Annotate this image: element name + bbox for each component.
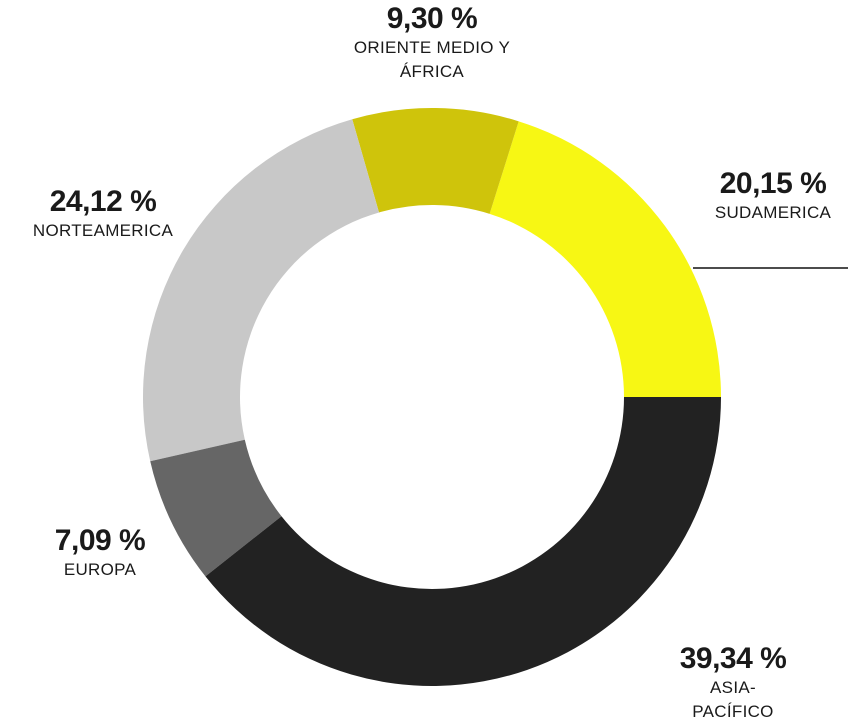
donut-segment [143,119,380,462]
value-label: 24,12 % [49,185,157,218]
category-label: EUROPA [63,560,137,579]
segment-label: 20,15 % SUDAMERICA [715,167,831,225]
category-label: SUDAMERICA [714,203,832,222]
donut-segment [150,439,282,577]
segment-label: 24,12 % NORTEAMERICA [33,185,173,243]
value-label: 20,15 % [719,167,827,200]
segment-label: 39,34 % ASIA-PACÍFICO [676,642,791,724]
segment-label: 9,30 % ORIENTE MEDIO Y ÁFRICA [337,2,527,84]
chart [143,108,848,686]
category-label: ASIA-PACÍFICO [692,678,774,721]
page: (() => { const data = JSON.parse(documen… [32,2,848,721]
value-label: 39,34 % [679,642,787,675]
segment-label: 7,09 % EUROPA [54,524,146,582]
value-label: 7,09 % [54,524,146,557]
category-label: ORIENTE MEDIO Y ÁFRICA [353,38,511,81]
donut-segment [205,397,721,686]
value-label: 9,30 % [386,2,478,35]
donut-segment [489,121,721,398]
category-label: NORTEAMERICA [32,221,174,240]
donut-segment [352,108,519,214]
